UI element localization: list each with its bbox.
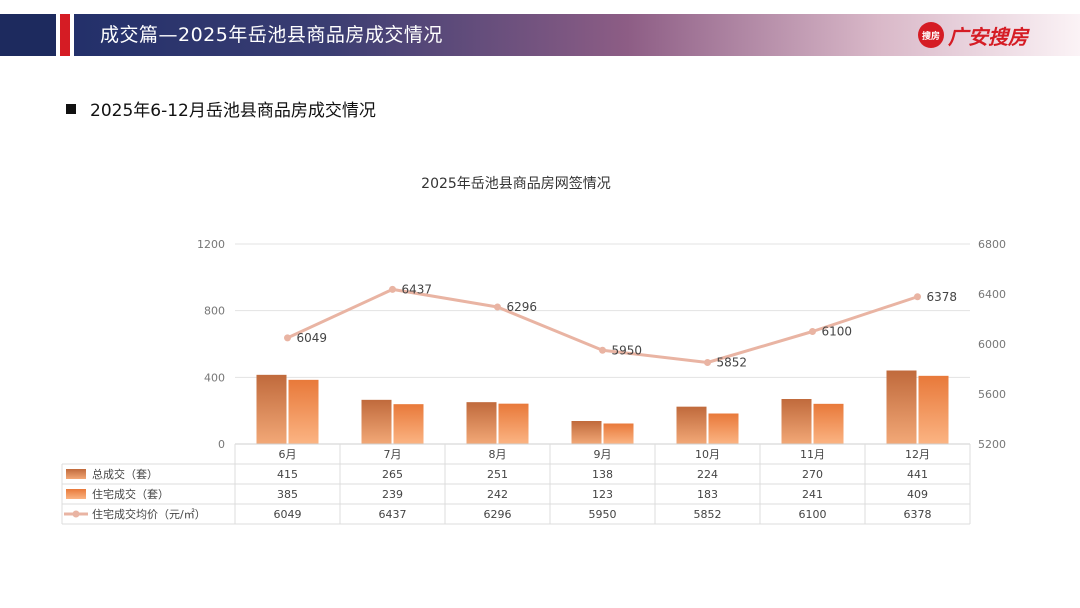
table-cell: 385 [277,488,298,501]
y-right-tick-label: 6000 [978,338,1006,351]
header-banner: 成交篇—2025年岳池县商品房成交情况 搜房 广安搜房 [0,14,1080,56]
table-cell: 138 [592,468,613,481]
bar-residential-6 [918,375,949,444]
table-cell: 6378 [904,508,932,521]
y-left-tick-label: 800 [204,305,225,318]
table-cell: 239 [382,488,403,501]
bar-residential-1 [393,404,424,444]
table-cell: 241 [802,488,823,501]
y-right-tick-label: 6800 [978,238,1006,251]
table-cell: 251 [487,468,508,481]
price-point-5 [809,328,816,335]
bar-residential-0 [288,379,319,444]
x-tick-label: 11月 [800,448,825,461]
table-cell: 409 [907,488,928,501]
x-tick-label: 8月 [489,448,507,461]
legend-key-0 [66,469,86,479]
table-cell: 242 [487,488,508,501]
header-gradient-bar [74,14,1080,56]
logo-icon: 搜房 [918,22,944,48]
price-data-label: 6049 [297,331,328,345]
table-cell: 415 [277,468,298,481]
header-navy-block [0,14,56,56]
table-cell: 441 [907,468,928,481]
price-point-4 [704,359,711,366]
bar-total-6 [886,370,917,444]
table-cell: 265 [382,468,403,481]
x-tick-label: 7月 [384,448,402,461]
table-cell: 5950 [589,508,617,521]
section-subtitle-text: 2025年6-12月岳池县商品房成交情况 [90,101,376,121]
price-data-label: 6437 [402,282,433,296]
brand-logo: 搜房 广安搜房 [918,20,1028,50]
price-point-3 [599,346,606,354]
table-cell: 183 [697,488,718,501]
y-right-tick-label: 5600 [978,388,1006,401]
price-data-label: 6296 [507,300,538,314]
bar-total-3 [571,421,602,444]
bar-total-0 [256,374,287,444]
table-cell: 270 [802,468,823,481]
table-cell: 6437 [379,508,407,521]
bar-total-2 [466,402,497,444]
y-left-tick-label: 0 [218,438,225,451]
price-data-label: 6100 [822,325,853,339]
bar-total-4 [676,406,707,444]
x-tick-label: 10月 [695,448,720,461]
bar-residential-4 [708,413,739,444]
bar-residential-2 [498,403,529,444]
header-red-stripe [60,14,70,56]
y-right-tick-label: 5200 [978,438,1006,451]
bar-residential-3 [603,423,634,444]
price-point-6 [914,293,921,301]
table-cell: 123 [592,488,613,501]
x-tick-label: 12月 [905,448,930,461]
legend-label-2: 住宅成交均价（元/㎡） [92,507,206,521]
price-point-0 [284,334,291,342]
chart-title: 2025年岳池县商品房网签情况 [421,175,611,192]
price-data-label: 6378 [927,290,958,304]
legend-label-1: 住宅成交（套） [92,487,169,501]
bar-residential-5 [813,403,844,444]
table-cell: 224 [697,468,718,481]
table-cell: 6049 [274,508,302,521]
price-point-1 [389,285,396,293]
bar-total-5 [781,399,812,444]
y-left-tick-label: 400 [204,371,225,384]
legend-key-1 [66,489,86,499]
y-right-tick-label: 6400 [978,288,1006,301]
table-cell: 6100 [799,508,827,521]
page-title: 成交篇—2025年岳池县商品房成交情况 [100,24,443,46]
price-point-2 [494,303,501,311]
legend-label-0: 总成交（套） [92,467,158,481]
bullet-square-icon [66,103,76,114]
logo-text: 广安搜房 [948,24,1028,49]
table-cell: 5852 [694,508,722,521]
price-data-label: 5852 [717,356,748,370]
x-tick-label: 6月 [279,448,297,461]
price-data-label: 5950 [612,343,643,357]
x-tick-label: 9月 [594,448,612,461]
legend-key-point [72,510,80,518]
bar-total-1 [361,399,392,444]
section-subtitle: 2025年6-12月岳池县商品房成交情况 [66,96,376,121]
table-cell: 6296 [484,508,512,521]
y-left-tick-label: 1200 [197,238,225,251]
